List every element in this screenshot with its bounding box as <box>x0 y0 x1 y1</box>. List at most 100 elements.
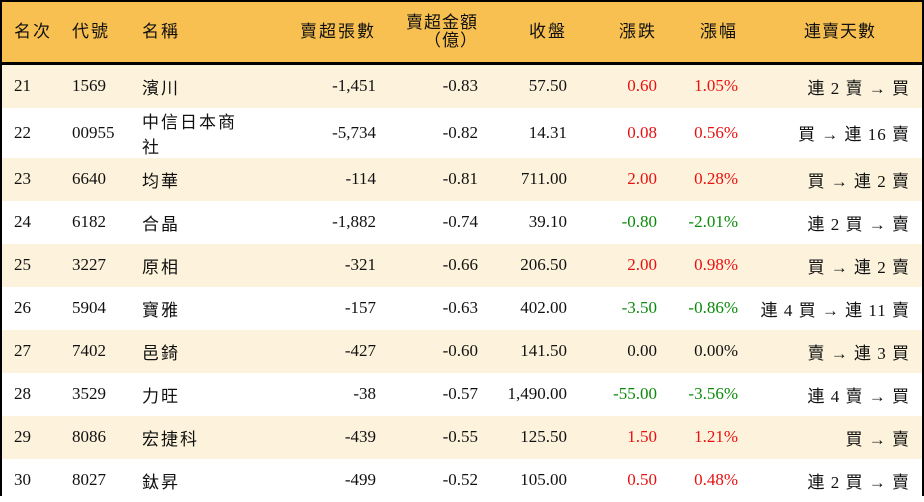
cell-net-sell-amount: -0.74 <box>442 212 478 231</box>
cell-change-pct: -0.86% <box>688 298 738 317</box>
cell-rank: 26 <box>14 298 31 317</box>
cell-name: 均華 <box>142 171 180 191</box>
cell-streak: 買 → 賣 <box>845 429 910 449</box>
cell-rank: 24 <box>14 212 31 231</box>
cell-net-sell-amount: -0.55 <box>442 427 478 446</box>
cell-close: 105.00 <box>520 470 567 489</box>
cell-name: 寶雅 <box>142 300 180 320</box>
table-row: 21 1569 濱川 -1,451 -0.83 57.50 0.60 1.05%… <box>2 63 922 108</box>
cell-change: 0.08 <box>627 122 657 142</box>
cell-name: 濱川 <box>142 78 180 98</box>
cell-net-sell-amount: -0.63 <box>442 298 478 317</box>
cell-change-pct: 0.56% <box>694 122 738 142</box>
cell-rank: 23 <box>14 169 31 188</box>
cell-close: 1,490.00 <box>507 384 568 403</box>
table-row: 27 7402 邑錡 -427 -0.60 141.50 0.00 0.00% … <box>2 329 922 373</box>
table-row: 29 8086 宏捷科 -439 -0.55 125.50 1.50 1.21%… <box>2 415 922 459</box>
cell-name: 力旺 <box>142 386 180 406</box>
cell-streak: 連 4 賣 → 買 <box>807 386 910 406</box>
cell-code: 6182 <box>72 212 106 231</box>
cell-code: 3529 <box>72 384 106 403</box>
cell-code: 5904 <box>72 298 106 317</box>
cell-close: 125.50 <box>520 427 567 446</box>
cell-net-sell-amount: -0.66 <box>442 255 478 274</box>
cell-close: 57.50 <box>528 76 567 95</box>
cell-change-pct: -3.56% <box>688 384 738 403</box>
cell-net-sell-amount: -0.81 <box>442 169 478 188</box>
cell-net-sell-amount: -0.52 <box>442 470 478 489</box>
cell-name: 合晶 <box>142 214 180 234</box>
cell-net-sell-amount: -0.83 <box>442 76 478 95</box>
cell-close: 39.10 <box>528 212 567 231</box>
table-row: 22 00955 中信日本商社 -5,734 -0.82 14.31 0.08 … <box>2 107 922 158</box>
header-net-sell-amount-unit: （億） <box>424 30 478 50</box>
cell-code: 8027 <box>72 470 106 489</box>
cell-code: 6640 <box>72 169 106 188</box>
cell-net-sell-lots: -1,882 <box>332 212 376 231</box>
cell-streak: 連 2 買 → 賣 <box>807 472 910 492</box>
cell-code: 00955 <box>72 122 115 142</box>
cell-change-pct: 0.28% <box>694 169 738 188</box>
cell-change: -55.00 <box>613 384 657 403</box>
cell-rank: 30 <box>14 470 31 489</box>
cell-streak: 買 → 連 16 賣 <box>798 125 910 144</box>
cell-code: 3227 <box>72 255 106 274</box>
table-header-row: 名次 代號 名稱 賣超張數 賣超金額 （億） 收盤 漲跌 漲幅 連賣天數 <box>2 2 922 63</box>
cell-rank: 28 <box>14 384 31 403</box>
table-row: 28 3529 力旺 -38 -0.57 1,490.00 -55.00 -3.… <box>2 372 922 416</box>
cell-name: 宏捷科 <box>142 429 199 449</box>
cell-close: 206.50 <box>520 255 567 274</box>
cell-net-sell-lots: -427 <box>344 341 376 360</box>
header-close: 收盤 <box>529 21 567 41</box>
header-net-sell-lots: 賣超張數 <box>300 21 376 41</box>
header-code: 代號 <box>72 21 110 41</box>
table-row: 25 3227 原相 -321 -0.66 206.50 2.00 0.98% … <box>2 243 922 287</box>
cell-code: 7402 <box>72 341 106 360</box>
cell-net-sell-amount: -0.82 <box>442 122 478 142</box>
cell-name: 鈦昇 <box>142 472 180 492</box>
cell-net-sell-lots: -439 <box>344 427 376 446</box>
cell-rank: 21 <box>14 76 31 95</box>
cell-change-pct: 0.00% <box>694 341 738 360</box>
cell-change: 0.50 <box>627 470 657 489</box>
cell-streak: 連 2 買 → 賣 <box>807 214 910 234</box>
cell-streak: 買 → 連 2 賣 <box>807 171 910 191</box>
cell-change: 1.50 <box>627 427 657 446</box>
header-net-sell-amount: 賣超金額 （億） <box>376 2 478 63</box>
cell-change: -0.80 <box>621 212 657 231</box>
cell-streak: 賣 → 連 3 買 <box>807 343 910 363</box>
cell-rank: 22 <box>14 122 31 142</box>
cell-code: 8086 <box>72 427 106 446</box>
cell-change: -3.50 <box>621 298 657 317</box>
table-row: 26 5904 寶雅 -157 -0.63 402.00 -3.50 -0.86… <box>2 286 922 330</box>
cell-rank: 27 <box>14 341 31 360</box>
cell-net-sell-lots: -38 <box>353 384 376 403</box>
header-change-pct: 漲幅 <box>700 21 738 41</box>
cell-net-sell-lots: -5,734 <box>332 122 376 142</box>
cell-net-sell-lots: -1,451 <box>332 76 376 95</box>
table-row: 23 6640 均華 -114 -0.81 711.00 2.00 0.28% … <box>2 157 922 201</box>
cell-close: 402.00 <box>520 298 567 317</box>
header-streak: 連賣天數 <box>804 21 876 41</box>
cell-streak: 連 2 賣 → 買 <box>807 78 910 98</box>
cell-code: 1569 <box>72 76 106 95</box>
cell-close: 141.50 <box>520 341 567 360</box>
cell-net-sell-amount: -0.57 <box>442 384 478 403</box>
cell-rank: 25 <box>14 255 31 274</box>
table-row: 24 6182 合晶 -1,882 -0.74 39.10 -0.80 -2.0… <box>2 200 922 244</box>
cell-change: 2.00 <box>627 255 657 274</box>
cell-change-pct: 1.21% <box>694 427 738 446</box>
cell-name: 中信日本商社 <box>142 112 237 157</box>
header-net-sell-amount-label: 賣超金額 <box>406 12 478 32</box>
cell-name: 邑錡 <box>142 343 180 363</box>
cell-net-sell-amount: -0.60 <box>442 341 478 360</box>
cell-change: 2.00 <box>627 169 657 188</box>
cell-net-sell-lots: -157 <box>344 298 376 317</box>
header-rank: 名次 <box>14 21 52 41</box>
cell-net-sell-lots: -321 <box>344 255 376 274</box>
cell-net-sell-lots: -499 <box>344 470 376 489</box>
cell-streak: 連 4 買 → 連 11 賣 <box>760 300 910 320</box>
cell-change-pct: 0.48% <box>694 470 738 489</box>
